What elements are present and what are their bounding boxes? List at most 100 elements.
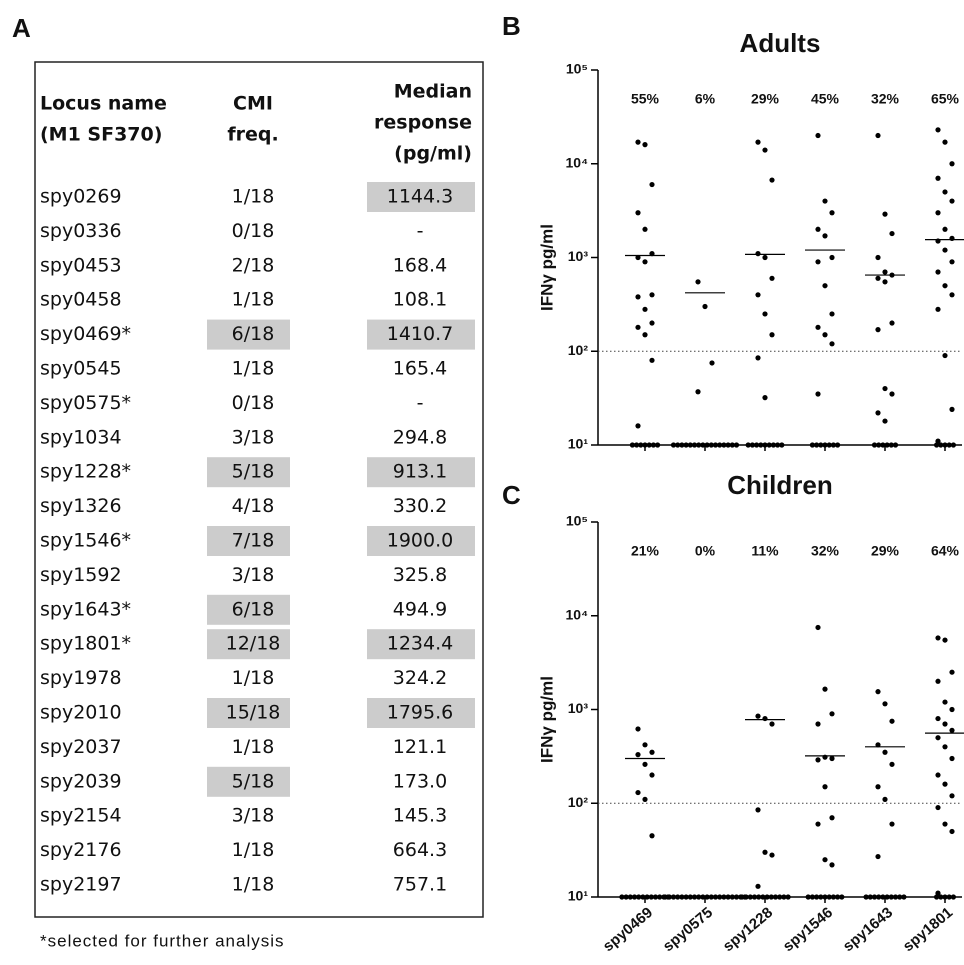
data-point: [829, 862, 835, 868]
chart-title: Adults: [740, 28, 821, 58]
data-point: [829, 254, 835, 261]
data-point: [876, 894, 882, 900]
data-point: [867, 894, 873, 900]
data-point: [875, 132, 881, 139]
data-point: [642, 742, 648, 748]
table-cell: 6/18: [232, 598, 275, 620]
data-point: [805, 894, 811, 900]
table-cell: spy0545: [40, 358, 122, 380]
data-point: [942, 226, 948, 232]
data-point: [627, 894, 633, 900]
data-point: [755, 292, 761, 298]
footnote: *selected for further analysis: [40, 931, 285, 950]
data-point: [733, 894, 740, 900]
column-header: response: [374, 112, 472, 134]
data-point: [950, 894, 957, 900]
column-header: Median: [394, 81, 472, 103]
data-point: [635, 294, 641, 300]
data-point: [942, 139, 948, 145]
data-point: [695, 389, 701, 395]
table-cell: 4/18: [232, 495, 275, 517]
data-point: [704, 442, 710, 448]
data-point: [779, 442, 785, 448]
table-cell: 1144.3: [387, 186, 453, 208]
table-cell: spy1034: [40, 426, 122, 448]
table-cell: 173.0: [393, 770, 447, 792]
data-point: [642, 226, 648, 232]
data-point: [934, 894, 940, 900]
table-cell: spy0336: [40, 220, 122, 242]
table-cell: spy2037: [40, 736, 122, 758]
data-point: [657, 894, 663, 900]
column-header: freq.: [227, 124, 278, 146]
data-point: [675, 442, 681, 448]
highlight-cell: [207, 698, 290, 728]
data-point: [822, 686, 828, 692]
data-point: [769, 177, 775, 183]
table-cell: spy0269: [40, 186, 122, 208]
table-cell: spy1801*: [40, 633, 131, 655]
data-point: [649, 320, 655, 326]
data-point: [642, 259, 648, 265]
data-point: [949, 259, 955, 265]
data-point: [949, 292, 955, 298]
data-point: [721, 894, 727, 900]
data-point: [889, 718, 895, 724]
data-point: [880, 442, 886, 448]
data-point: [755, 139, 761, 145]
data-point: [649, 772, 655, 778]
data-point: [646, 442, 652, 448]
y-axis-label: IFNγ pg/ml: [537, 224, 556, 311]
data-point: [875, 275, 881, 281]
data-point: [889, 821, 895, 827]
data-point: [655, 442, 661, 448]
data-point: [815, 226, 821, 232]
panel-label: B: [502, 11, 521, 41]
data-point: [942, 637, 948, 643]
data-point: [709, 360, 715, 366]
data-point: [814, 442, 820, 448]
data-point: [733, 442, 740, 448]
data-point: [652, 894, 659, 900]
table-cell: 0/18: [232, 392, 275, 414]
data-point: [635, 789, 641, 796]
data-point: [882, 211, 888, 217]
y-tick-label: 10³: [568, 700, 589, 716]
data-point: [638, 442, 644, 448]
data-point: [729, 894, 735, 900]
data-point: [649, 749, 655, 755]
data-point: [772, 894, 779, 900]
data-point: [679, 894, 685, 900]
data-point: [822, 283, 828, 289]
data-point: [781, 894, 787, 900]
y-tick-label: 10⁴: [566, 154, 589, 170]
table-cell: 108.1: [393, 289, 447, 311]
data-point: [635, 726, 641, 732]
data-point: [839, 894, 845, 900]
data-point: [708, 442, 714, 448]
highlight-cell: [367, 629, 475, 660]
table-cell: 3/18: [232, 426, 275, 448]
data-point: [935, 804, 941, 811]
data-point: [888, 894, 894, 900]
data-point: [942, 442, 948, 448]
data-point: [762, 147, 768, 153]
data-point: [775, 442, 781, 448]
y-tick-label: 10²: [568, 794, 589, 810]
data-point: [764, 894, 770, 900]
data-point: [822, 894, 828, 900]
table-cell: 165.4: [393, 358, 447, 380]
table-cell: 1/18: [232, 874, 275, 896]
data-point: [648, 894, 654, 900]
data-point: [777, 894, 783, 900]
data-point: [762, 849, 768, 855]
data-point: [815, 324, 821, 330]
data-point: [935, 269, 941, 275]
data-point: [683, 442, 689, 448]
data-point: [623, 894, 629, 900]
data-point: [829, 341, 835, 347]
data-point: [897, 894, 903, 900]
data-point: [826, 442, 832, 448]
data-point: [683, 894, 689, 900]
data-point: [649, 357, 655, 363]
